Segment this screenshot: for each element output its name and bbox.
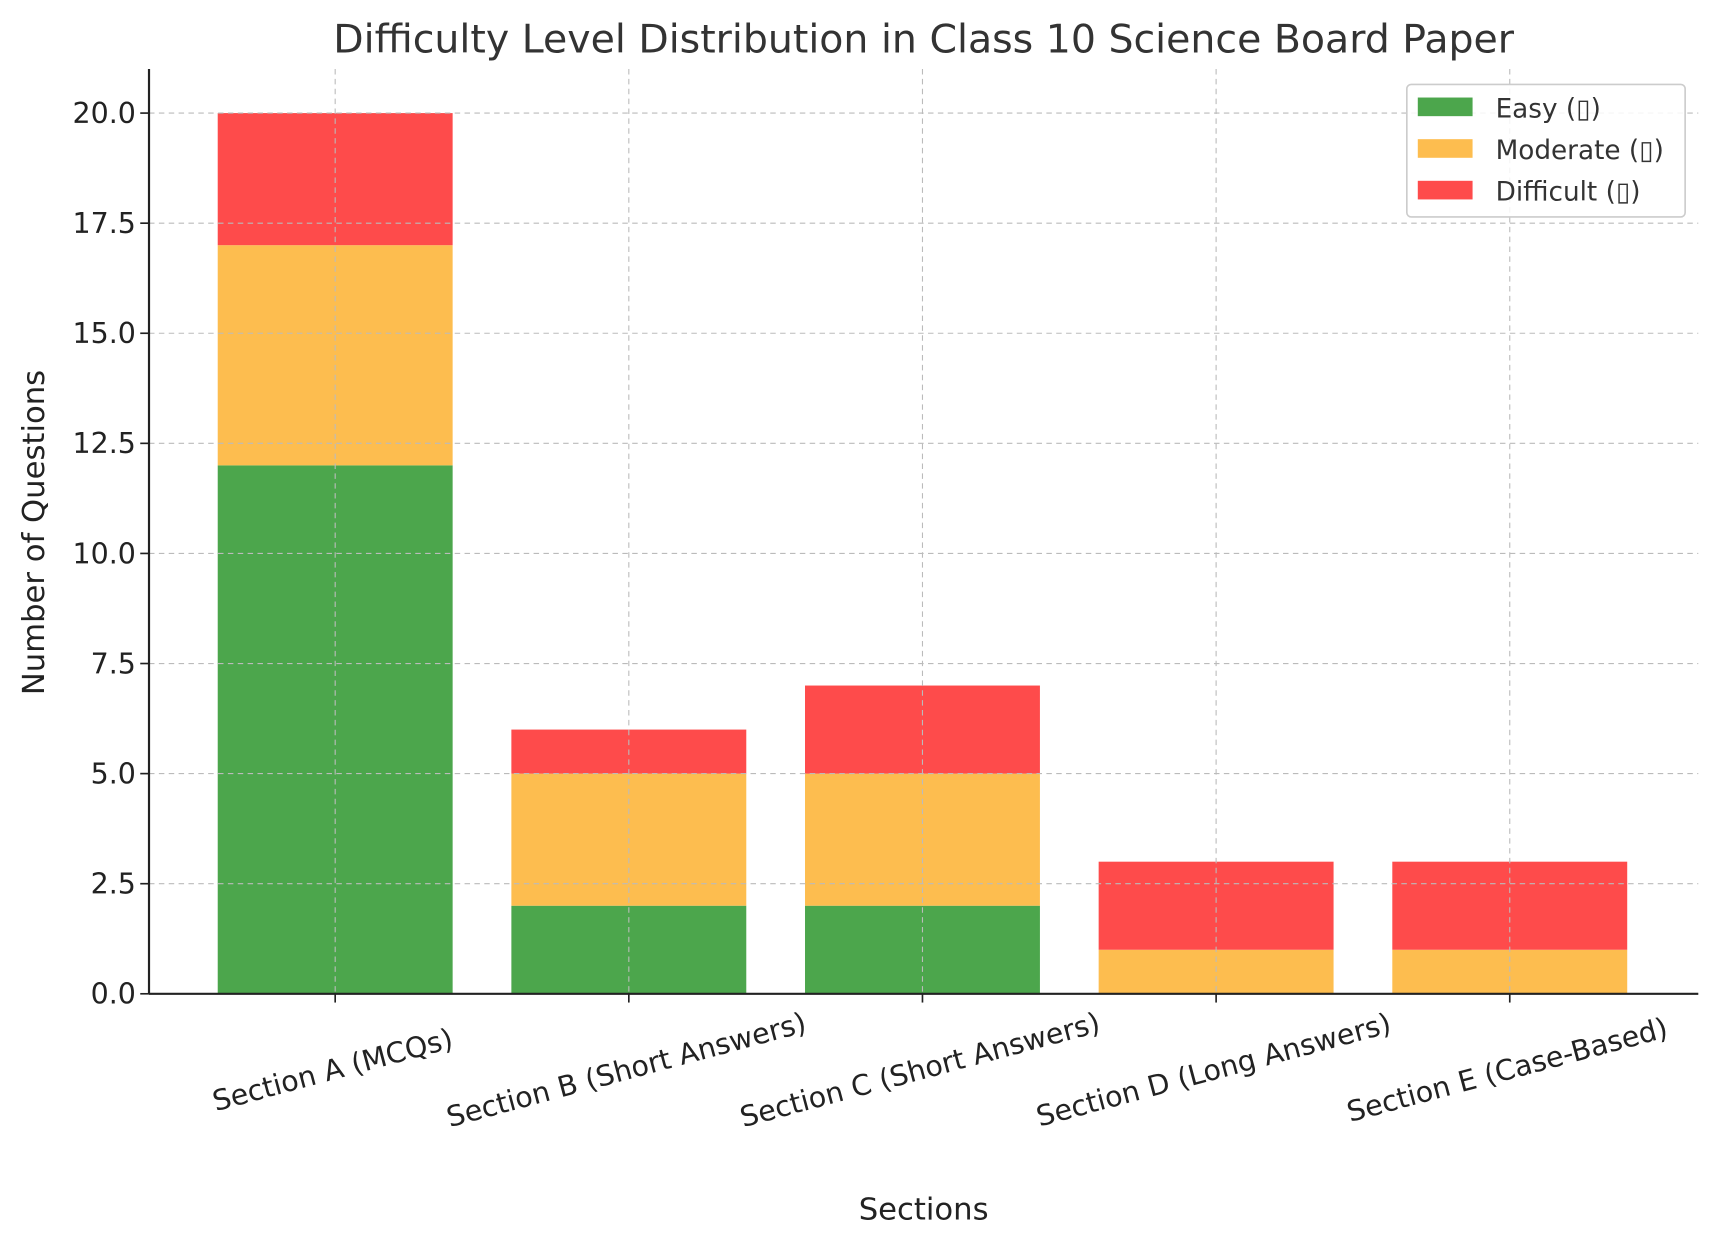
legend-swatch [1417,180,1473,200]
x-axis-ticks: Section A (MCQs)Section B (Short Answers… [209,993,1671,1134]
x-axis-label: Sections [859,1192,989,1227]
legend-label: Difficult (▯) [1496,178,1641,208]
y-tick-label: 20.0 [72,97,135,130]
bar-segment [1098,861,1334,950]
y-axis-ticks: 0.0 2.5 5.0 7.5 10.0 12.5 15.0 17.5 20.0 [72,97,150,1011]
legend-label: Moderate (▯) [1496,136,1664,166]
y-tick-label: 15.0 [72,317,135,350]
y-axis-label: Number of Questions [17,370,52,695]
x-tick-label: Section E (Case-Based) [1343,1011,1671,1128]
legend-box [1406,83,1686,218]
legend-swatch [1417,97,1473,117]
legend: Easy (▯) Moderate (▯) Difficult (▯) [1406,83,1686,218]
legend-swatch [1417,139,1473,158]
chart-title: Difficulty Level Distribution in Class 1… [333,17,1515,63]
y-tick-label: 17.5 [72,207,135,240]
y-tick-label: 7.5 [91,647,136,680]
y-tick-label: 12.5 [72,427,135,460]
legend-label: Easy (▯) [1496,94,1601,124]
y-tick-label: 2.5 [91,868,136,901]
y-tick-label: 5.0 [91,757,136,790]
y-tick-label: 10.0 [72,537,135,570]
y-tick-label: 0.0 [91,978,136,1011]
x-tick-label: Section A (MCQs) [209,1022,456,1118]
bar-segment [1392,861,1628,950]
